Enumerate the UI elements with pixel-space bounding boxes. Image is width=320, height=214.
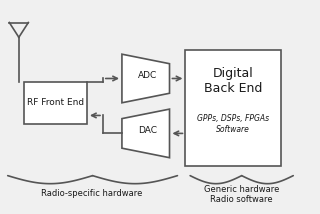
Text: ADC: ADC [138, 71, 157, 80]
Text: Digital
Back End: Digital Back End [204, 67, 262, 95]
Bar [24, 82, 87, 124]
Text: Generic hardware
Radio software: Generic hardware Radio software [204, 185, 279, 204]
Text: GPPs, DSPs, FPGAs
Software: GPPs, DSPs, FPGAs Software [197, 114, 269, 134]
Bar [185, 50, 281, 166]
Polygon shape [122, 109, 170, 158]
Text: RF Front End: RF Front End [27, 98, 84, 107]
Text: DAC: DAC [138, 126, 157, 135]
Polygon shape [122, 54, 170, 103]
Text: Radio-specific hardware: Radio-specific hardware [41, 189, 142, 198]
